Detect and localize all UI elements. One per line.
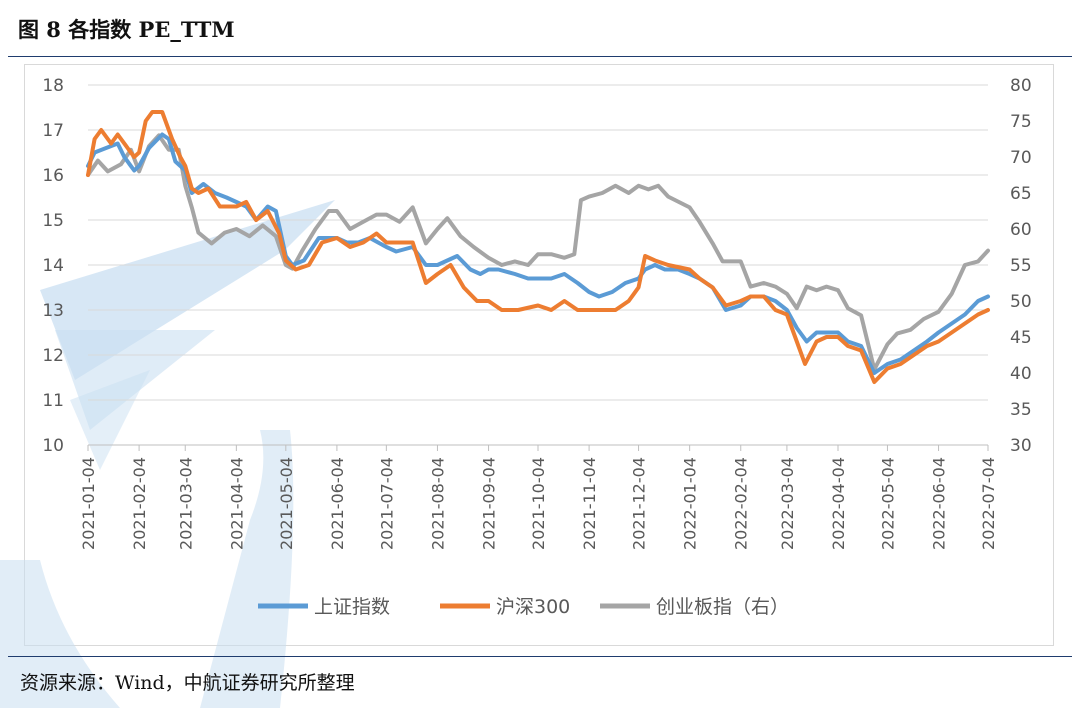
x-axis: 2021-01-04 2021-02-04 2021-03-04 2021-04-04… bbox=[79, 444, 998, 550]
right-y-axis: 30 35 40 45 50 55 60 65 70 75 80 bbox=[1010, 76, 1032, 456]
right-y-tick-label: 65 bbox=[1010, 184, 1032, 204]
right-y-tick-label: 35 bbox=[1010, 400, 1032, 420]
x-tick-label: 2021-12-04 bbox=[630, 457, 649, 550]
chart-legend: 上证指数 沪深300 创业板指（右） bbox=[258, 596, 789, 618]
left-y-tick-label: 16 bbox=[42, 166, 64, 186]
x-tick-label: 2022-02-04 bbox=[732, 457, 751, 550]
series-lines bbox=[86, 110, 990, 384]
legend-label-3: 创业板指（右） bbox=[656, 596, 789, 618]
x-tick-label: 2021-03-04 bbox=[176, 457, 195, 550]
legend-label-1: 上证指数 bbox=[314, 596, 390, 618]
left-y-tick-label: 14 bbox=[42, 256, 64, 276]
right-y-tick-label: 30 bbox=[1010, 436, 1032, 456]
right-y-tick-label: 75 bbox=[1010, 112, 1032, 132]
left-y-tick-label: 15 bbox=[42, 211, 64, 231]
x-tick-label: 2021-05-04 bbox=[277, 457, 296, 550]
x-tick-label: 2021-09-04 bbox=[480, 457, 499, 550]
top-rule bbox=[8, 56, 1072, 57]
left-y-axis: 10 11 12 13 14 15 16 17 18 bbox=[42, 76, 64, 456]
watermark-streak bbox=[0, 560, 120, 708]
left-y-tick-label: 11 bbox=[42, 391, 64, 411]
x-tick-label: 2022-03-04 bbox=[778, 457, 797, 550]
x-tick-label: 2021-01-04 bbox=[79, 457, 98, 550]
x-tick-label: 2021-02-04 bbox=[130, 457, 149, 550]
right-y-tick-label: 80 bbox=[1010, 76, 1032, 96]
right-y-tick-label: 55 bbox=[1010, 256, 1032, 276]
figure-title: 图 8 各指数 PE_TTM bbox=[18, 17, 235, 42]
x-tick-label: 2021-04-04 bbox=[227, 457, 246, 550]
right-y-tick-label: 60 bbox=[1010, 220, 1032, 240]
right-y-tick-label: 50 bbox=[1010, 292, 1032, 312]
left-y-tick-label: 13 bbox=[42, 301, 64, 321]
source-note: 资源来源：Wind，中航证券研究所整理 bbox=[20, 672, 355, 694]
x-tick-label: 2022-05-04 bbox=[878, 457, 897, 550]
left-y-tick-label: 18 bbox=[42, 76, 64, 96]
x-tick-label: 2022-06-04 bbox=[930, 457, 949, 550]
x-tick-label: 2022-04-04 bbox=[829, 457, 848, 550]
x-tick-label: 2021-06-04 bbox=[328, 457, 347, 550]
right-y-tick-label: 40 bbox=[1010, 364, 1032, 384]
x-tick-label: 2022-01-04 bbox=[681, 457, 700, 550]
legend-label-2: 沪深300 bbox=[496, 596, 570, 618]
x-tick-label: 2021-07-04 bbox=[377, 457, 396, 550]
grid-lines bbox=[88, 84, 988, 401]
x-tick-label: 2022-07-04 bbox=[979, 457, 998, 550]
x-tick-label: 2021-11-04 bbox=[580, 457, 599, 550]
right-y-tick-label: 45 bbox=[1010, 328, 1032, 348]
left-y-tick-label: 17 bbox=[42, 121, 64, 141]
left-y-tick-label: 10 bbox=[42, 436, 64, 456]
right-y-tick-label: 70 bbox=[1010, 148, 1032, 168]
left-y-tick-label: 12 bbox=[42, 346, 64, 366]
x-tick-label: 2021-08-04 bbox=[428, 457, 447, 550]
chart-frame bbox=[24, 64, 1054, 646]
bottom-rule bbox=[8, 656, 1072, 657]
series-line-3 bbox=[86, 133, 990, 372]
x-tick-label: 2021-10-04 bbox=[529, 457, 548, 550]
watermark-streak bbox=[200, 430, 294, 708]
series-line-2 bbox=[86, 110, 990, 384]
